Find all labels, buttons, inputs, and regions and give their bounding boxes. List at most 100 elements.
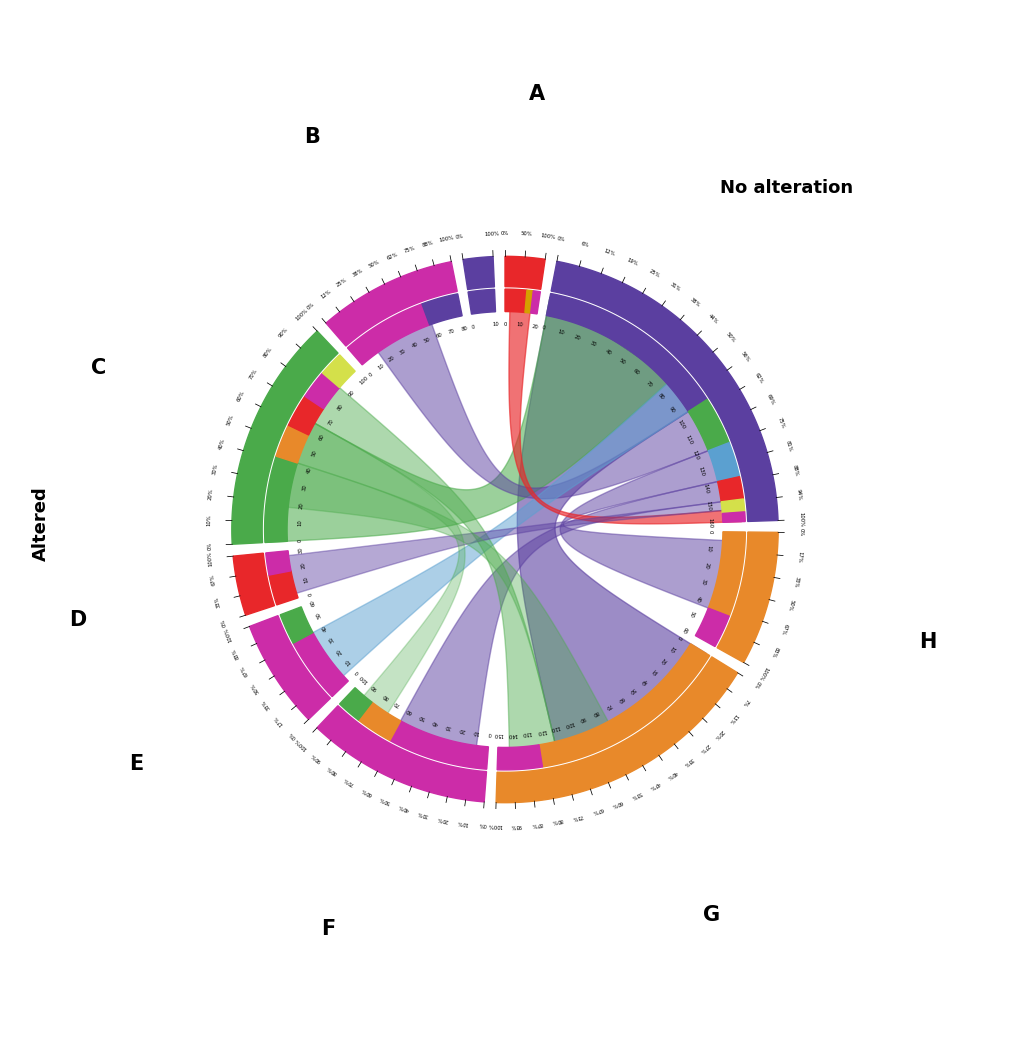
Text: 30: 30 [589,341,597,348]
Text: 0: 0 [368,372,374,378]
Text: 100%: 100% [488,823,503,828]
Text: 0%: 0% [557,236,566,243]
Polygon shape [269,571,298,605]
Text: 110: 110 [685,434,694,445]
Text: 10: 10 [493,322,500,327]
Text: 0: 0 [308,591,313,596]
Text: 20: 20 [458,726,466,733]
Text: 70%: 70% [343,776,356,787]
Text: 100%: 100% [223,627,233,643]
Text: 67%: 67% [780,623,788,635]
Text: 13%: 13% [727,713,738,724]
Text: 20: 20 [573,335,581,341]
Text: 0: 0 [355,669,361,675]
Text: 0%: 0% [798,528,804,537]
Polygon shape [270,500,741,598]
Polygon shape [496,657,737,803]
Polygon shape [721,499,744,514]
Text: 40: 40 [604,348,612,357]
Text: 100%: 100% [758,666,770,681]
Text: 30: 30 [301,484,308,491]
Polygon shape [505,289,527,312]
Text: 70: 70 [447,328,456,335]
Text: 140: 140 [507,732,518,737]
Text: 20: 20 [531,324,538,329]
Text: 25%: 25% [647,269,661,279]
Polygon shape [688,399,729,451]
Text: 50%: 50% [521,232,533,237]
Text: 50%: 50% [249,682,261,695]
Text: 10: 10 [344,658,352,666]
Text: 38%: 38% [689,297,701,308]
Text: 90: 90 [371,683,379,692]
Text: 30%: 30% [417,810,429,818]
Text: 60: 60 [616,695,624,703]
Text: 100%: 100% [294,307,309,322]
Polygon shape [270,457,617,760]
Polygon shape [280,414,465,730]
Text: 73%: 73% [572,812,584,821]
Text: C: C [91,358,107,378]
Text: 83%: 83% [770,645,779,658]
Text: 0: 0 [541,325,546,331]
Text: 67%: 67% [591,807,604,814]
Polygon shape [233,553,275,615]
Polygon shape [305,373,339,409]
Text: 6%: 6% [581,241,590,248]
Text: 33%: 33% [683,756,695,768]
Polygon shape [390,721,489,769]
Text: 62%: 62% [754,372,765,384]
Text: 17%: 17% [273,714,285,726]
Text: 0%: 0% [220,617,227,627]
Text: 31%: 31% [669,282,681,292]
Text: 80: 80 [592,710,600,717]
Text: 40: 40 [431,718,439,725]
Text: 20: 20 [704,561,710,570]
Text: 40%: 40% [217,437,225,450]
Polygon shape [289,396,323,435]
Text: 20%: 20% [436,815,448,823]
Text: 10%: 10% [206,514,212,525]
Text: 10%: 10% [457,819,469,826]
Polygon shape [546,293,707,412]
Polygon shape [422,293,463,325]
Polygon shape [339,687,372,720]
Text: 60%: 60% [611,798,623,808]
Text: 160: 160 [707,518,712,527]
Text: 47%: 47% [647,780,661,790]
Polygon shape [326,262,458,346]
Text: 0%: 0% [306,302,316,310]
Polygon shape [708,443,739,482]
Text: 80: 80 [382,692,390,700]
Text: 10: 10 [557,329,565,336]
Text: 100%: 100% [294,737,309,751]
Text: 10: 10 [377,362,385,371]
Text: 0%: 0% [207,541,212,550]
Text: 0: 0 [707,530,712,534]
Text: H: H [919,631,936,651]
Text: 60: 60 [632,369,640,376]
Text: 60: 60 [680,625,688,633]
Text: 7%: 7% [741,697,750,706]
Text: 40%: 40% [397,803,410,812]
Text: 100%: 100% [798,513,804,527]
Text: 25%: 25% [335,277,347,288]
Text: 100: 100 [564,720,575,729]
Text: 100%: 100% [207,551,214,567]
Text: 20: 20 [299,502,304,508]
Text: F: F [320,919,335,939]
Text: 60%: 60% [235,390,245,402]
Text: 20: 20 [300,560,306,569]
Text: 10: 10 [303,575,309,584]
Text: 30: 30 [399,348,407,356]
Text: 75%: 75% [777,416,786,429]
Text: 0%: 0% [752,680,762,689]
Polygon shape [718,477,743,502]
Text: 120: 120 [535,728,546,735]
Text: 50: 50 [618,358,627,365]
Text: 38%: 38% [351,268,364,277]
Polygon shape [347,304,429,365]
Text: 50: 50 [628,686,636,695]
Text: 19%: 19% [626,257,638,267]
Text: 20: 20 [388,355,396,362]
